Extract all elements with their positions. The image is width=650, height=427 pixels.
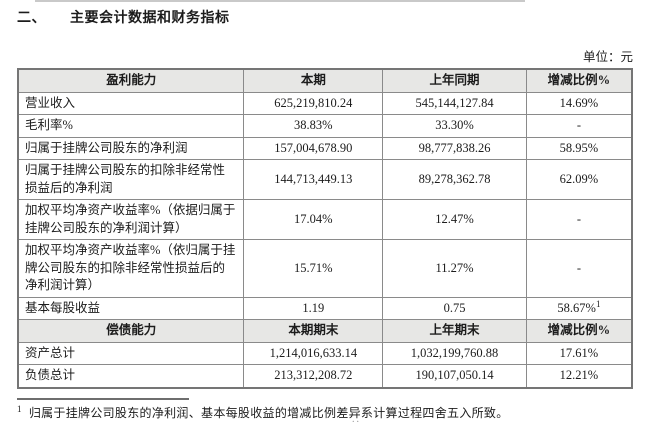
footnote-marker: 1	[17, 403, 22, 414]
financial-indicators-table: 盈利能力 本期 上年同期 增减比例% 营业收入 625,219,810.24 5…	[17, 68, 633, 389]
header-change-ratio: 增减比例%	[525, 68, 633, 93]
page-title: 主要会计数据和财务指标	[70, 9, 230, 25]
change-value: 58.67%1	[525, 296, 633, 320]
current-value: 15.71%	[243, 239, 384, 298]
change-value: 12.21%	[525, 364, 633, 388]
row-label: 营业收入	[17, 91, 245, 115]
current-value: 38.83%	[243, 114, 384, 138]
section-number: 二、	[17, 9, 46, 25]
current-value: 1.19	[243, 296, 384, 320]
prior-value: 545,144,127.84	[382, 91, 527, 115]
prior-value: 190,107,050.14	[382, 364, 527, 388]
table-row-roe-weighted: 加权平均净资产收益率%（依据归属于挂牌公司股东的净利润计算） 17.04% 12…	[17, 199, 633, 240]
current-value: 157,004,678.90	[243, 136, 384, 160]
header-solvency: 偿债能力	[17, 319, 245, 343]
prior-value: 33.30%	[382, 114, 527, 138]
row-label: 负债总计	[17, 364, 245, 388]
current-value: 213,312,208.72	[243, 364, 384, 388]
row-label: 归属于挂牌公司股东的扣除非经常性损益后的净利润	[17, 159, 245, 200]
change-value: 58.95%	[525, 136, 633, 160]
table-row-total-liabilities: 负债总计 213,312,208.72 190,107,050.14 12.21…	[17, 364, 633, 388]
section-heading: 二、 主要会计数据和财务指标	[17, 7, 633, 27]
change-value: -	[525, 239, 633, 298]
prior-value: 98,777,838.26	[382, 136, 527, 160]
unit-label: 单位：元	[582, 50, 633, 64]
table-row-total-assets: 资产总计 1,214,016,633.14 1,032,199,760.88 1…	[17, 341, 633, 365]
table-row-eps: 基本每股收益 1.19 0.75 58.67%1	[17, 296, 633, 320]
footnote: 1 归属于挂牌公司股东的净利润、基本每股收益的增减比例差异系计算过程四舍五入所致。	[17, 404, 633, 421]
change-value: -	[525, 114, 633, 138]
header-profitability: 盈利能力	[17, 68, 245, 93]
footnote-reference: 1	[595, 298, 601, 309]
current-value: 144,713,449.13	[243, 159, 384, 200]
scan-artifact-dots: ..	[352, 414, 361, 425]
row-label: 资产总计	[17, 341, 245, 365]
prior-value: 89,278,362.78	[382, 159, 527, 200]
change-value: -	[525, 199, 633, 240]
table-row-net-profit-deducted: 归属于挂牌公司股东的扣除非经常性损益后的净利润 144,713,449.13 8…	[17, 159, 633, 200]
header-change-ratio: 增减比例%	[525, 319, 633, 343]
table-row-gross-margin: 毛利率% 38.83% 33.30% -	[17, 114, 633, 138]
change-value: 62.09%	[525, 159, 633, 200]
table-row-net-profit: 归属于挂牌公司股东的净利润 157,004,678.90 98,777,838.…	[17, 136, 633, 160]
row-label: 加权平均净资产收益率%（依归属于挂牌公司股东的扣除非经常性损益后的净利润计算）	[17, 239, 245, 298]
row-label: 基本每股收益	[17, 296, 245, 320]
current-value: 1,214,016,633.14	[243, 341, 384, 365]
profitability-header-row: 盈利能力 本期 上年同期 增减比例%	[17, 68, 633, 93]
row-label: 归属于挂牌公司股东的净利润	[17, 136, 245, 160]
footnote-text: 归属于挂牌公司股东的净利润、基本每股收益的增减比例差异系计算过程四舍五入所致。	[28, 405, 509, 420]
change-value: 17.61%	[525, 341, 633, 365]
header-current-period: 本期	[243, 68, 384, 93]
header-prior-year-end: 上年期末	[382, 319, 527, 343]
prior-value: 11.27%	[382, 239, 527, 298]
change-value: 14.69%	[525, 91, 633, 115]
prior-value: 1,032,199,760.88	[382, 341, 527, 365]
current-value: 17.04%	[243, 199, 384, 240]
prior-value: 12.47%	[382, 199, 527, 240]
table-row-revenue: 营业收入 625,219,810.24 545,144,127.84 14.69…	[17, 91, 633, 115]
prior-value: 0.75	[382, 296, 527, 320]
row-label: 加权平均净资产收益率%（依据归属于挂牌公司股东的净利润计算）	[17, 199, 245, 240]
current-value: 625,219,810.24	[243, 91, 384, 115]
header-prior-period: 上年同期	[382, 68, 527, 93]
solvency-header-row: 偿债能力 本期期末 上年期末 增减比例%	[17, 319, 633, 343]
table-row-roe-weighted-deducted: 加权平均净资产收益率%（依归属于挂牌公司股东的扣除非经常性损益后的净利润计算） …	[17, 239, 633, 298]
row-label: 毛利率%	[17, 114, 245, 138]
scan-artifact-line	[35, 0, 525, 2]
footnote-separator	[17, 397, 189, 400]
header-current-period-end: 本期期末	[243, 319, 384, 343]
change-value-text: 58.67%	[557, 300, 596, 315]
